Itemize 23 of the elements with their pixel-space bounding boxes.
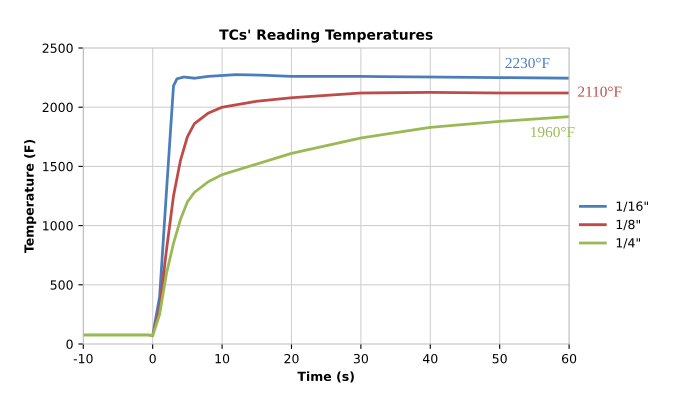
x-tick-label: 10 — [216, 354, 230, 364]
x-axis-title: Time (s) — [297, 371, 354, 383]
y-tick-label: 2000 — [42, 102, 73, 112]
y-tick-label: 2500 — [42, 43, 73, 53]
x-tick-label: 50 — [492, 354, 507, 364]
text: 2110°F — [578, 86, 622, 97]
x-tick-label: 30 — [354, 354, 368, 364]
y-tick-label: 0 — [66, 339, 73, 349]
x-tick-label: 0 — [150, 354, 156, 364]
legend-label: 1/8" — [616, 220, 640, 230]
legend-label: 1/16" — [616, 201, 648, 212]
x-tick-label: 60 — [562, 354, 576, 364]
y-axis-title: Temperature (F) — [24, 140, 36, 254]
x-tick-label: -10 — [74, 354, 93, 364]
annotation: 1960°F — [531, 126, 574, 138]
y-tick-label: 500 — [50, 280, 73, 290]
x-tick-label: 20 — [284, 354, 299, 364]
annotation: 2230°F — [506, 58, 550, 68]
legend-label: 1/4" — [616, 238, 640, 249]
chart-title: TCs' Reading Temperatures — [219, 29, 433, 43]
y-tick-label: 1000 — [43, 221, 73, 231]
y-tick-label: 1500 — [43, 162, 73, 172]
x-tick-label: 40 — [422, 354, 438, 364]
